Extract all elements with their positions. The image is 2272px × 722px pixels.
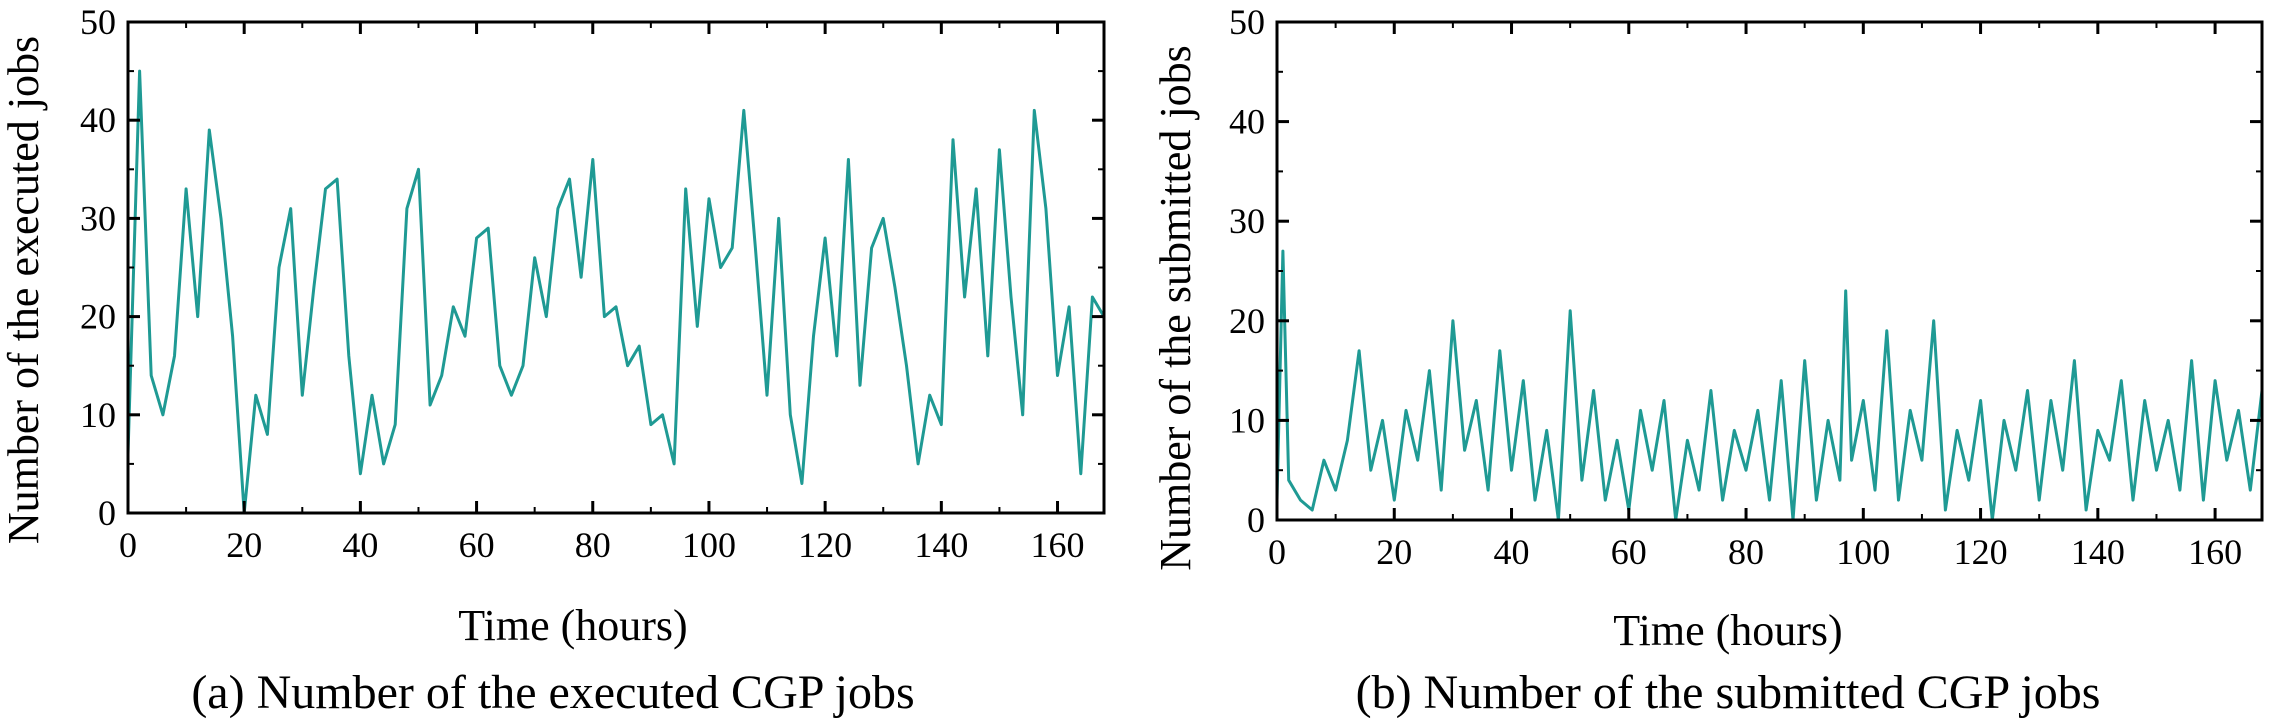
x-tick-label-a-140: 140 [914,525,968,565]
x-axis-title-b: Time (hours) [1613,606,1842,655]
plot-frame-b [1275,20,2264,522]
x-tick-label-b-0: 0 [1268,532,1286,572]
plot-frame-a [126,20,1106,515]
x-tick-label-a-20: 20 [226,525,262,565]
x-tick-label-b-60: 60 [1611,532,1647,572]
x-axis-title-a: Time (hours) [458,601,687,650]
x-tick-label-b-40: 40 [1494,532,1530,572]
y-tick-label-a-10: 10 [80,395,116,435]
x-tick-label-a-120: 120 [798,525,852,565]
y-tick-label-b-50: 50 [1229,2,1265,42]
caption-b: (b) Number of the submitted CGP jobs [1356,666,2101,719]
y-tick-label-a-50: 50 [80,2,116,42]
x-tick-label-a-100: 100 [682,525,736,565]
x-tick-label-b-100: 100 [1836,532,1890,572]
y-tick-label-a-30: 30 [80,198,116,238]
x-tick-label-a-80: 80 [575,525,611,565]
x-tick-label-b-80: 80 [1728,532,1764,572]
x-tick-label-a-0: 0 [119,525,137,565]
x-tick-label-a-40: 40 [342,525,378,565]
x-tick-label-b-160: 160 [2188,532,2242,572]
y-tick-label-a-20: 20 [80,297,116,337]
y-tick-label-b-0: 0 [1247,500,1265,540]
series-line-a [126,69,1106,515]
y-tick-label-b-30: 30 [1229,201,1265,241]
y-axis-title-a: Number of the executed jobs [0,36,48,544]
y-axis-title-b: Number of the submitted jobs [1151,45,1200,571]
x-tick-label-b-140: 140 [2071,532,2125,572]
y-tick-label-b-10: 10 [1229,400,1265,440]
chart-panel-executed-jobs: Number of the executed jobs Time (hours)… [0,2,1106,719]
x-tick-label-a-160: 160 [1031,525,1085,565]
x-tick-label-b-120: 120 [1954,532,2008,572]
y-tick-label-a-40: 40 [80,100,116,140]
caption-a: (a) Number of the executed CGP jobs [191,666,914,719]
x-tick-label-a-60: 60 [459,525,495,565]
y-tick-label-b-40: 40 [1229,102,1265,142]
y-tick-label-b-20: 20 [1229,301,1265,341]
x-tick-label-b-20: 20 [1376,532,1412,572]
series-line-b [1275,249,2264,522]
chart-panel-submitted-jobs: Number of the submitted jobs Time (hours… [1151,2,2264,719]
y-tick-label-a-0: 0 [98,493,116,533]
